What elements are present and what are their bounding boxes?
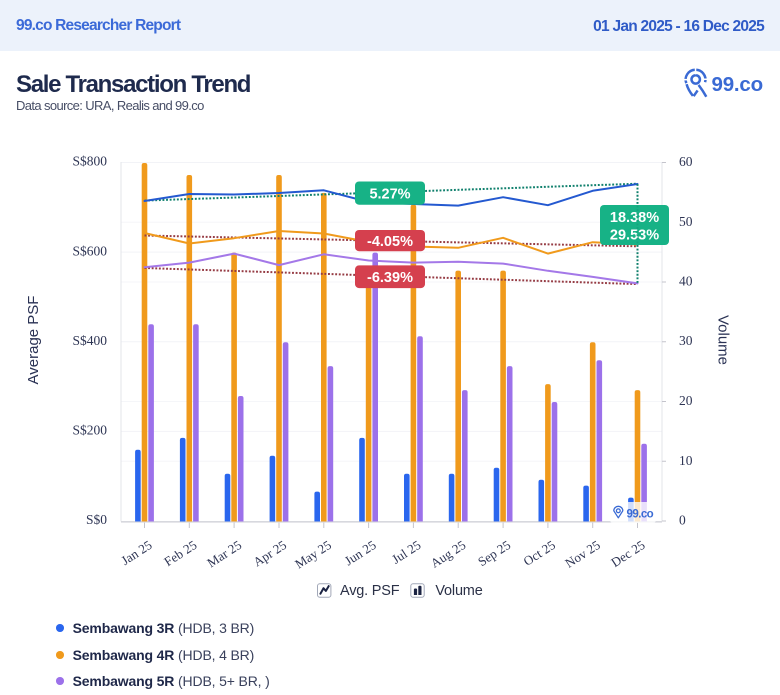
svg-text:Sep 25: Sep 25 [475,537,513,569]
svg-text:30: 30 [679,333,693,348]
svg-text:Volume: Volume [715,315,732,365]
svg-text:Jul 25: Jul 25 [389,537,424,567]
svg-text:60: 60 [679,154,693,169]
svg-text:Mar 25: Mar 25 [204,537,244,570]
svg-text:Feb 25: Feb 25 [161,537,199,569]
svg-text:5.27%: 5.27% [369,186,410,202]
svg-text:20: 20 [679,393,693,408]
svg-text:Nov 25: Nov 25 [562,537,603,571]
svg-text:Jan 25: Jan 25 [118,537,154,568]
svg-text:Aug 25: Aug 25 [428,537,469,571]
svg-text:99.co: 99.co [627,508,654,520]
svg-text:Volume: Volume [435,583,482,599]
svg-text:S$0: S$0 [86,512,107,527]
svg-text:Apr 25: Apr 25 [250,537,289,569]
svg-text:29.53%: 29.53% [610,227,659,243]
svg-text:Oct 25: Oct 25 [520,537,558,569]
svg-text:0: 0 [679,513,686,528]
svg-text:-4.05%: -4.05% [367,234,413,250]
svg-text:50: 50 [679,214,693,229]
svg-text:May 25: May 25 [292,537,334,571]
svg-text:S$600: S$600 [72,243,107,258]
svg-text:10: 10 [679,453,693,468]
svg-text:40: 40 [679,274,693,289]
svg-text:Jun 25: Jun 25 [342,537,379,568]
svg-text:99.co: 99.co [712,73,763,96]
svg-text:18.38%: 18.38% [610,210,659,226]
svg-text:-6.39%: -6.39% [367,270,413,286]
svg-text:Dec 25: Dec 25 [608,537,647,570]
svg-text:Avg. PSF: Avg. PSF [340,583,400,599]
svg-text:S$800: S$800 [72,154,107,169]
svg-text:S$200: S$200 [72,423,107,438]
svg-text:Average PSF: Average PSF [25,296,42,385]
svg-text:S$400: S$400 [72,333,107,348]
